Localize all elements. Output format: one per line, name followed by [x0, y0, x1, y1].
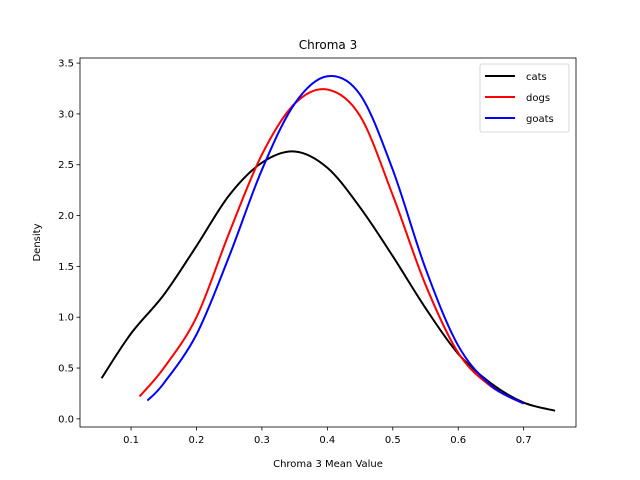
- y-tick-label: 2.5: [58, 160, 74, 171]
- x-axis-title: Chroma 3 Mean Value: [273, 459, 383, 470]
- x-tick-label: 0.7: [516, 435, 532, 446]
- legend-label-cats: cats: [526, 72, 547, 83]
- y-axis-title: Density: [32, 223, 43, 261]
- y-tick-label: 1.5: [58, 262, 74, 273]
- y-tick-label: 2.0: [58, 211, 74, 222]
- x-tick-label: 0.2: [189, 435, 205, 446]
- series-line-cats: [100, 150, 556, 412]
- legend-box: [479, 63, 570, 133]
- x-axis-ticks: 0.1 0.2 0.3 0.4 0.5 0.6 0.7: [123, 427, 532, 446]
- y-tick-label: 3.0: [58, 109, 74, 120]
- y-tick-label: 3.5: [58, 59, 74, 70]
- series-line-goats: [146, 75, 525, 405]
- chart-title: Chroma 3: [299, 38, 358, 52]
- x-tick-label: 0.1: [123, 435, 139, 446]
- y-tick-label: 0.5: [58, 364, 74, 375]
- series-line-dogs: [138, 88, 525, 405]
- series-lines: [100, 75, 556, 412]
- x-tick-label: 0.5: [385, 435, 401, 446]
- legend: cats dogs goats: [479, 63, 570, 133]
- legend-label-goats: goats: [526, 114, 554, 125]
- legend-label-dogs: dogs: [526, 93, 550, 104]
- y-tick-label: 1.0: [58, 313, 74, 324]
- plot-frame: [79, 57, 577, 428]
- x-tick-label: 0.4: [319, 435, 335, 446]
- y-tick-label: 0.0: [58, 414, 74, 425]
- x-tick-label: 0.3: [254, 435, 270, 446]
- y-axis-ticks: 0.0 0.5 1.0 1.5 2.0 2.5 3.0 3.5: [58, 59, 80, 425]
- x-tick-label: 0.6: [450, 435, 466, 446]
